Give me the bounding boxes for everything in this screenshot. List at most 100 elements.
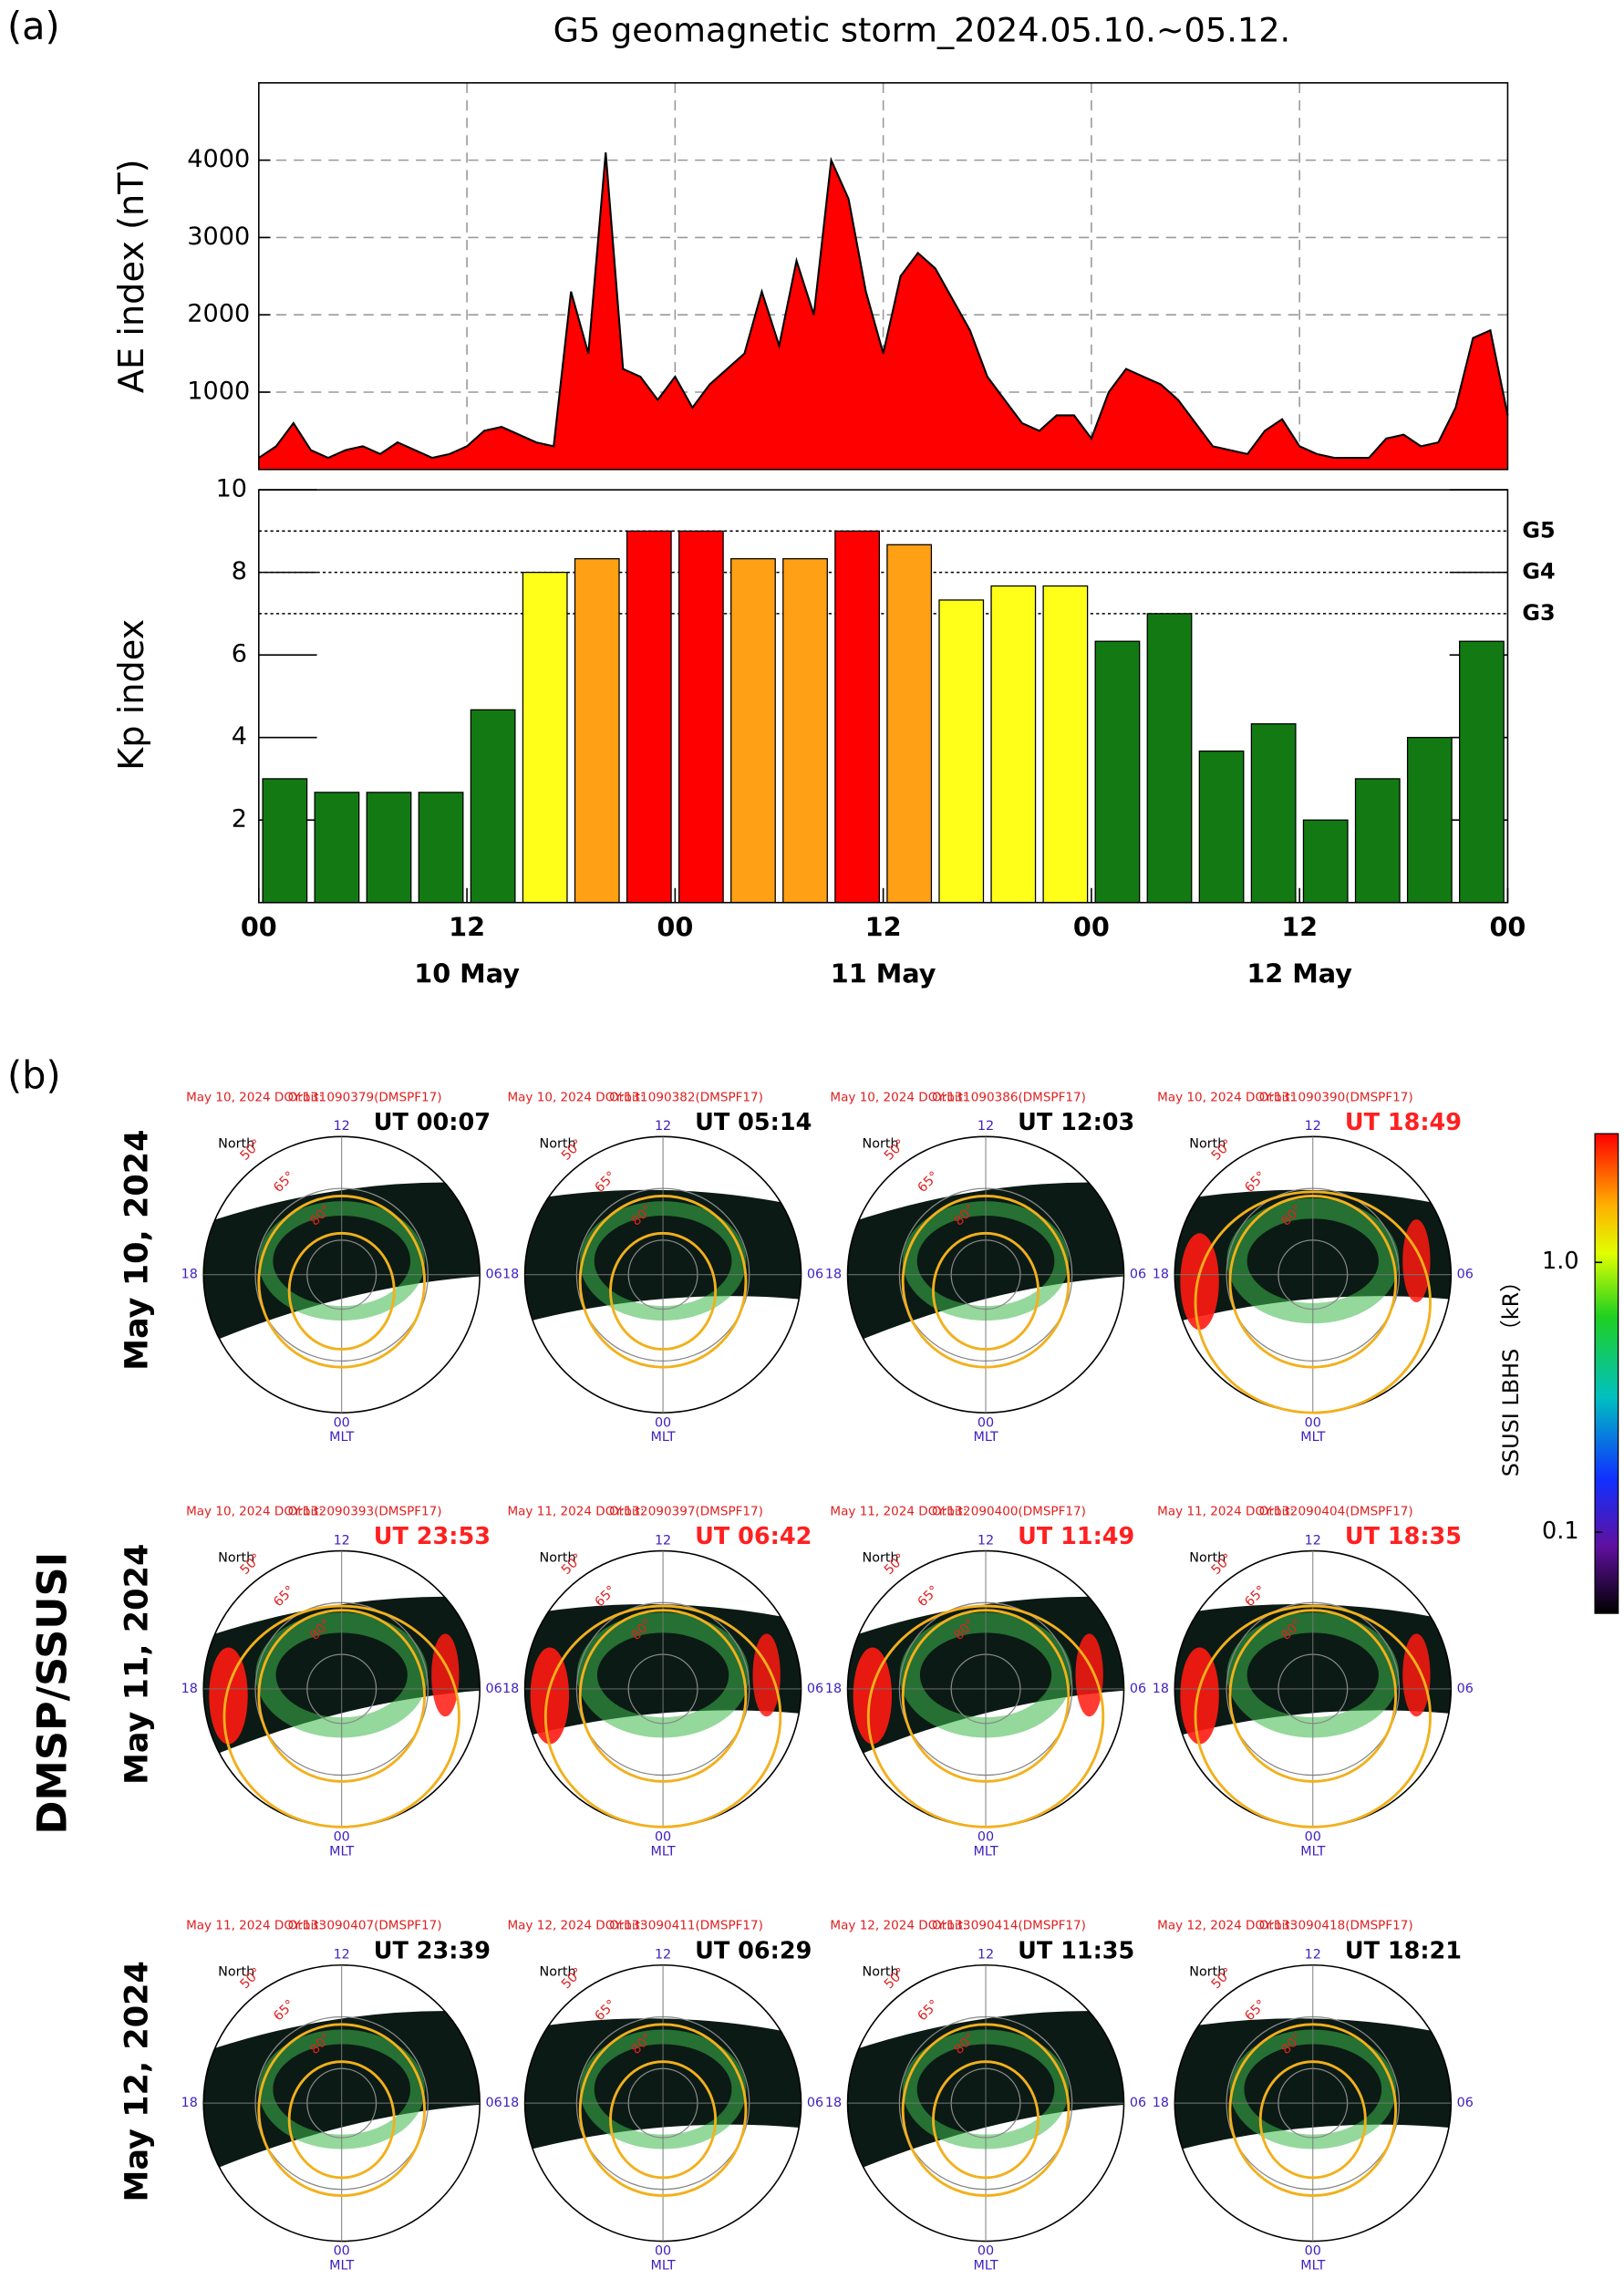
mlt-label: 06 bbox=[1130, 1682, 1146, 1696]
mlt-label: 06 bbox=[486, 1682, 502, 1696]
y-tick-label: 4000 bbox=[187, 145, 250, 173]
mlt-label: 06 bbox=[807, 2096, 823, 2110]
mlt-label: 12 bbox=[655, 1533, 671, 1548]
panel-label: (a) bbox=[7, 5, 60, 48]
bar bbox=[1198, 750, 1245, 904]
aurora-strong bbox=[209, 1647, 248, 1745]
bar bbox=[1094, 640, 1141, 904]
oval-contour bbox=[932, 2060, 1040, 2180]
plot-date: May 10, 2024 DOY:131 bbox=[507, 1090, 647, 1104]
mlt-label: 18 bbox=[502, 1682, 519, 1696]
bar bbox=[1354, 778, 1401, 904]
north-label: North bbox=[1189, 1965, 1226, 1980]
oval-contour bbox=[257, 1194, 427, 1369]
y-tick-label: 6 bbox=[232, 640, 247, 668]
mlt-label: MLT bbox=[1300, 1844, 1325, 1859]
bar bbox=[522, 571, 568, 904]
plot-orbit: Orbit: 090404(DMSPF17) bbox=[1259, 1505, 1413, 1519]
oval-contour bbox=[932, 1231, 1040, 1351]
mlt-label: MLT bbox=[973, 2259, 998, 2274]
aurora-strong bbox=[1402, 1219, 1431, 1302]
plot-time: UT 06:42 bbox=[695, 1523, 812, 1550]
plot-orbit: Orbit: 090411(DMSPF17) bbox=[609, 1919, 763, 1933]
plot-date: May 10, 2024 DOY:131 bbox=[830, 1090, 970, 1104]
bar bbox=[886, 544, 933, 904]
bar bbox=[470, 709, 516, 904]
plot-time: UT 00:07 bbox=[374, 1109, 491, 1136]
plot-date: May 12, 2024 DOY:133 bbox=[1157, 1919, 1298, 1933]
mlt-label: 06 bbox=[1457, 1682, 1474, 1696]
area bbox=[258, 152, 1508, 470]
aurora-strong bbox=[1402, 1633, 1431, 1717]
mlt-label: 18 bbox=[825, 1268, 842, 1282]
plot-time: UT 05:14 bbox=[695, 1109, 812, 1136]
y-axis-label: Kp index bbox=[111, 619, 152, 771]
latitude-label: 65° bbox=[915, 1169, 942, 1196]
oval-contour bbox=[257, 2023, 427, 2198]
plot-orbit: Orbit: 090397(DMSPF17) bbox=[609, 1505, 763, 1519]
plot-time: UT 18:49 bbox=[1345, 1109, 1462, 1136]
instrument-label: DMSP/SSUSI bbox=[29, 1552, 77, 1835]
latitude-label: 65° bbox=[271, 1169, 297, 1196]
mlt-label: 00 bbox=[978, 2244, 994, 2259]
bar bbox=[418, 792, 464, 904]
mlt-label: 00 bbox=[1305, 1830, 1321, 1845]
aurora-strong bbox=[1180, 1647, 1219, 1745]
plot-orbit: Orbit: 090379(DMSPF17) bbox=[288, 1090, 442, 1104]
north-label: North bbox=[540, 1965, 576, 1980]
bar bbox=[1042, 585, 1089, 904]
mlt-label: 06 bbox=[486, 1268, 502, 1282]
bar bbox=[1459, 640, 1505, 904]
plot-time: UT 23:53 bbox=[374, 1523, 491, 1550]
plot-date: May 10, 2024 DOY:131 bbox=[1157, 1090, 1298, 1104]
plot-date: May 11, 2024 DOY:132 bbox=[1157, 1505, 1298, 1519]
mlt-label: 18 bbox=[1153, 1682, 1169, 1696]
aurora-strong bbox=[1075, 1633, 1103, 1717]
mlt-label: 18 bbox=[181, 1682, 198, 1696]
mlt-label: 12 bbox=[978, 1119, 994, 1134]
bar bbox=[262, 778, 308, 904]
x-tick-label: 00 bbox=[1073, 911, 1110, 942]
mlt-label: 12 bbox=[655, 1948, 671, 1963]
mlt-label: 00 bbox=[334, 1415, 350, 1430]
mlt-label: 00 bbox=[1305, 1415, 1321, 1430]
colorbar-label: SSUSI LBHS （kR） bbox=[1498, 1270, 1524, 1476]
plot-date: May 10, 2024 DOY:131 bbox=[186, 1090, 326, 1104]
plot-time: UT 06:29 bbox=[695, 1937, 812, 1964]
plot-orbit: Orbit: 090414(DMSPF17) bbox=[932, 1919, 1086, 1933]
threshold-label: G3 bbox=[1522, 600, 1555, 626]
bar bbox=[730, 558, 776, 904]
oval-contour bbox=[901, 2023, 1071, 2198]
mlt-label: MLT bbox=[329, 1430, 354, 1445]
threshold-label: G4 bbox=[1522, 559, 1555, 585]
plot-orbit: Orbit: 090400(DMSPF17) bbox=[932, 1505, 1086, 1519]
mlt-label: 12 bbox=[1305, 1533, 1321, 1548]
y-tick-label: 2000 bbox=[187, 300, 250, 328]
y-tick-label: 1000 bbox=[187, 377, 250, 405]
oval-contour bbox=[1194, 1190, 1432, 1414]
bar bbox=[782, 558, 828, 904]
plot-orbit: Orbit: 090382(DMSPF17) bbox=[609, 1090, 763, 1104]
mlt-label: 18 bbox=[1153, 2096, 1169, 2110]
y-tick-label: 3000 bbox=[187, 223, 250, 251]
y-tick-label: 8 bbox=[232, 557, 247, 585]
latitude-label: 65° bbox=[271, 1583, 297, 1610]
mlt-label: MLT bbox=[329, 1844, 354, 1859]
mlt-label: 12 bbox=[334, 1533, 350, 1548]
oval-contour bbox=[287, 1231, 396, 1351]
mlt-label: 18 bbox=[825, 2096, 842, 2110]
latitude-label: 65° bbox=[915, 1997, 942, 2024]
plot-orbit: Orbit: 090418(DMSPF17) bbox=[1259, 1919, 1413, 1933]
mlt-label: 18 bbox=[502, 1268, 519, 1282]
mlt-label: 00 bbox=[334, 2244, 350, 2259]
plot-orbit: Orbit: 090407(DMSPF17) bbox=[288, 1919, 442, 1933]
x-tick-label: 12 bbox=[865, 911, 902, 942]
mlt-label: 00 bbox=[978, 1830, 994, 1845]
mlt-label: 06 bbox=[1130, 1268, 1146, 1282]
plot-date: May 11, 2024 DOY:132 bbox=[507, 1505, 647, 1519]
